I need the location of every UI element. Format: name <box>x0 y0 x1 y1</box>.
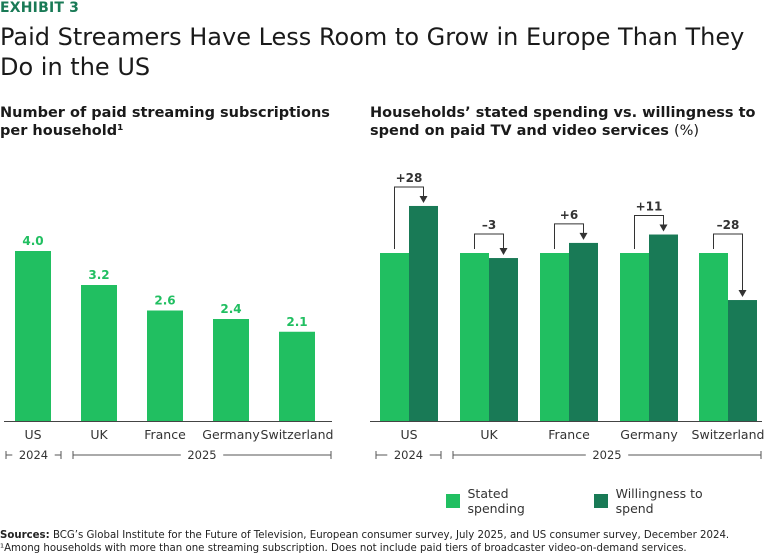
left-chart-subtitle: Number of paid streaming subscriptions p… <box>0 104 330 140</box>
right-subtitle-line2: spend on paid TV and video services <box>370 123 669 139</box>
bar-stated-us <box>380 253 409 421</box>
bar-willing-switzerland <box>728 300 757 421</box>
sources-label: Sources: <box>0 530 50 541</box>
arrow-head-france <box>579 232 588 240</box>
legend-label-willing: Willingness to spend <box>615 486 703 516</box>
exhibit-label: EXHIBIT 3 <box>0 0 80 16</box>
value-label-uk: 3.2 <box>88 268 109 282</box>
bar-us <box>15 251 51 421</box>
arrow-head-uk <box>499 248 508 256</box>
subscriptions-bar-chart: 4.0 US 3.2 UK 2.6 France 2.4 Germany 2.1 Switzerl… <box>4 171 765 462</box>
right-chart-subtitle: Households’ stated spending vs. willingn… <box>370 104 756 140</box>
connector-germany <box>634 215 664 249</box>
arrow-head-germany <box>659 224 668 232</box>
bar-uk <box>81 285 117 421</box>
legend-item-stated: Stated spending <box>446 486 566 516</box>
footer: Sources: BCG’s Global Institute for the … <box>0 529 768 555</box>
x-tick-label-right-france: France <box>548 427 590 442</box>
x-tick-label-right-uk: UK <box>480 427 498 442</box>
legend-swatch-willing <box>594 494 608 508</box>
difference-label-switzerland: –28 <box>717 218 740 232</box>
bar-willing-germany <box>649 234 678 421</box>
sources-line: Sources: BCG’s Global Institute for the … <box>0 529 768 542</box>
legend-label-stated: Stated spending <box>467 486 525 516</box>
bar-switzerland <box>279 331 315 421</box>
connector-us <box>394 186 424 249</box>
left-subtitle-line1: Number of paid streaming subscriptions <box>0 105 330 121</box>
x-tick-label-germany: Germany <box>202 427 260 442</box>
connector-uk <box>474 233 504 250</box>
year-2024-left-label: 2024 <box>19 448 48 462</box>
page-title: Paid Streamers Have Less Room to Grow in… <box>0 23 745 81</box>
bar-stated-france <box>540 253 569 421</box>
bar-stated-uk <box>460 253 489 421</box>
difference-label-uk: –3 <box>482 218 496 232</box>
difference-label-france: +6 <box>560 208 578 222</box>
legend: Stated spending Willingness to spend <box>446 486 768 516</box>
bar-stated-germany <box>620 253 649 421</box>
x-tick-label-right-switzerland: Switzerland <box>692 427 765 442</box>
legend-swatch-stated <box>446 494 460 508</box>
footnote: ¹Among households with more than one str… <box>0 543 687 554</box>
x-tick-label-us: US <box>24 427 41 442</box>
value-label-switzerland: 2.1 <box>286 315 307 329</box>
x-tick-label-right-germany: Germany <box>620 427 678 442</box>
value-label-germany: 2.4 <box>220 302 241 316</box>
difference-label-us: +28 <box>396 171 423 185</box>
bar-willing-france <box>569 242 598 421</box>
value-label-france: 2.6 <box>154 294 175 308</box>
x-tick-label-right-us: US <box>400 427 417 442</box>
arrow-head-us <box>419 195 428 203</box>
left-subtitle-line2: per household¹ <box>0 123 124 139</box>
year-2025-left-label: 2025 <box>187 448 216 462</box>
right-subtitle-line1: Households’ stated spending vs. willingn… <box>370 105 756 121</box>
bar-willing-uk <box>489 258 518 421</box>
difference-label-germany: +11 <box>636 200 663 214</box>
arrow-head-switzerland <box>738 290 747 298</box>
legend-item-willing: Willingness to spend <box>594 486 740 516</box>
x-tick-label-france: France <box>144 427 186 442</box>
year-2024-right-label: 2024 <box>394 448 423 462</box>
connector-france <box>554 223 584 249</box>
value-label-us: 4.0 <box>22 234 43 248</box>
bar-germany <box>213 319 249 421</box>
x-tick-label-uk: UK <box>90 427 108 442</box>
sources-text: BCG’s Global Institute for the Future of… <box>49 530 730 541</box>
year-2025-right-label: 2025 <box>592 448 621 462</box>
x-tick-label-switzerland: Switzerland <box>261 427 334 442</box>
right-subtitle-unit: (%) <box>674 123 700 139</box>
bar-willing-us <box>409 205 438 421</box>
bar-stated-switzerland <box>699 253 728 421</box>
bar-france <box>147 310 183 421</box>
connector-switzerland <box>713 233 743 292</box>
